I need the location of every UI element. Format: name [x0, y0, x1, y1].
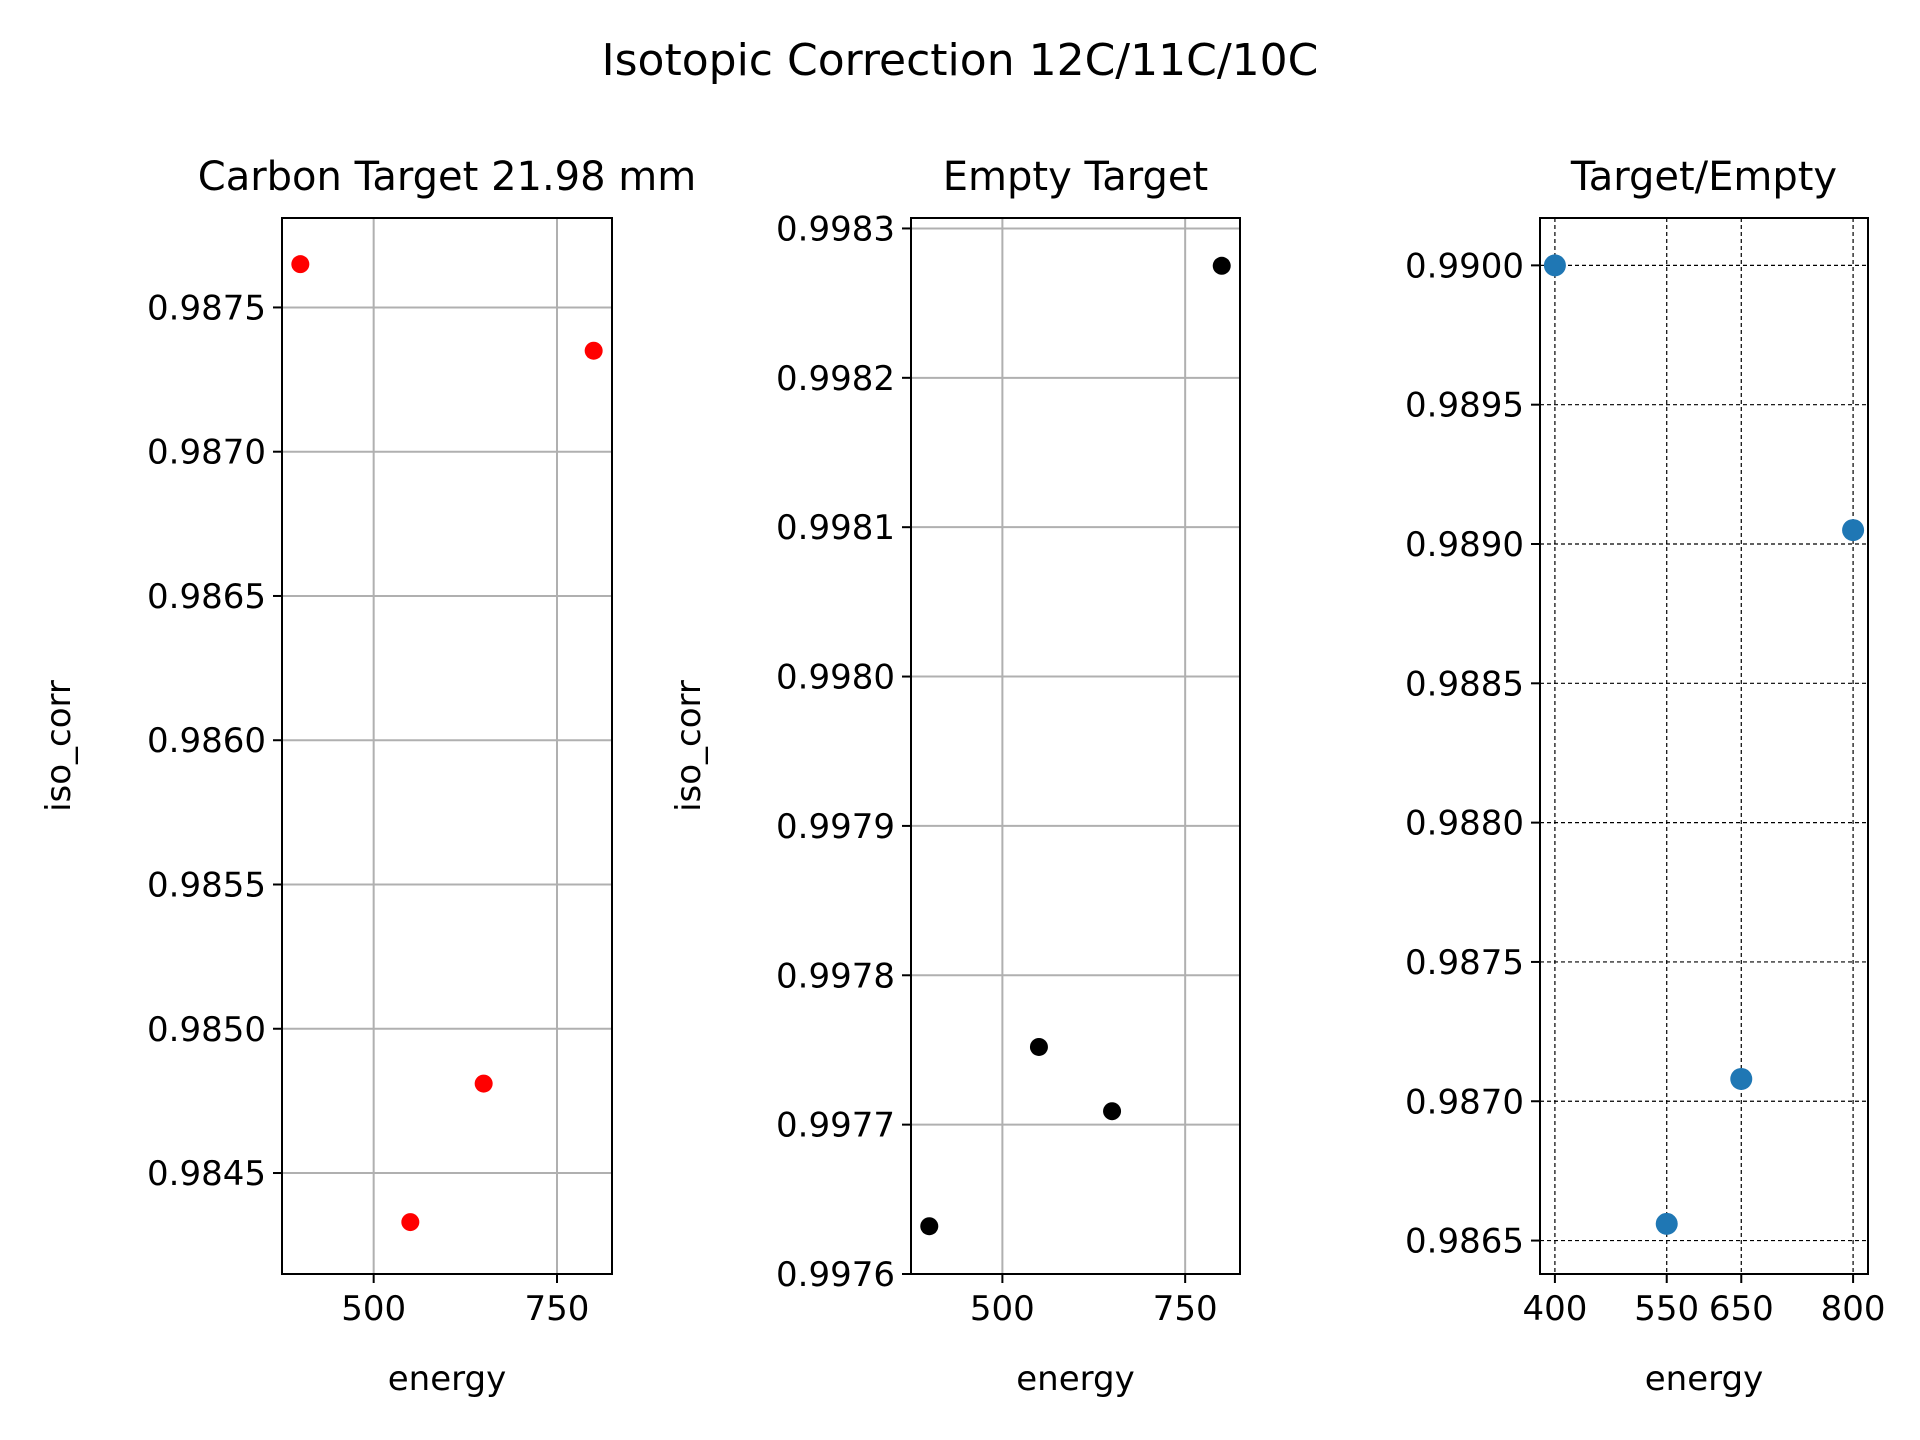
- subplot-2: 500 750 0.9976 0.9977 0.9978 0.9979 0.9980 0.99…: [669, 154, 1241, 1399]
- x-tick-label: 400: [1522, 1289, 1587, 1329]
- y-axis-label: iso_corr: [39, 680, 79, 812]
- y-tick-label: 0.9977: [776, 1106, 895, 1146]
- axes-frame: [910, 217, 1241, 1275]
- data-point: [1730, 1067, 1753, 1090]
- y-tick-label: 0.9981: [776, 508, 895, 548]
- y-tick-label: 0.9855: [147, 865, 266, 905]
- y-tick-label: 0.9860: [147, 721, 266, 761]
- y-tick-label: 0.9890: [1405, 525, 1524, 565]
- x-tick-label: 550: [1634, 1289, 1699, 1329]
- y-tick-label: 0.9870: [147, 433, 266, 473]
- subplot-1: 500 750 0.9845 0.9850 0.9855 0.9860 0.9865 0.98…: [39, 154, 696, 1399]
- y-tick-label: 0.9865: [147, 577, 266, 617]
- data-point: [1212, 256, 1231, 275]
- y-tick-label: 0.9978: [776, 956, 895, 996]
- subplot-title: Target/Empty: [1570, 154, 1837, 200]
- x-axis-label: energy: [388, 1359, 506, 1399]
- subplot-title: Carbon Target 21.98 mm: [198, 154, 696, 200]
- subplot-title: Empty Target: [943, 154, 1208, 200]
- x-axis-label: energy: [1645, 1359, 1763, 1399]
- data-point: [1543, 254, 1566, 277]
- y-tick-label: 0.9845: [147, 1154, 266, 1194]
- data-point: [1029, 1037, 1048, 1056]
- y-tick-label: 0.9880: [1405, 804, 1524, 844]
- axes-frame: [1539, 217, 1869, 1275]
- x-tick-label: 500: [341, 1289, 406, 1329]
- data-point: [1103, 1102, 1122, 1121]
- axes-frame: [281, 217, 613, 1275]
- y-tick-label: 0.9850: [147, 1010, 266, 1050]
- data-point: [291, 255, 310, 274]
- x-tick-label: 500: [970, 1289, 1035, 1329]
- x-tick-label: 800: [1821, 1289, 1886, 1329]
- y-tick-label: 0.9895: [1405, 386, 1524, 426]
- data-point: [474, 1074, 493, 1093]
- x-tick-label: 650: [1709, 1289, 1774, 1329]
- data-point: [1655, 1212, 1678, 1235]
- y-tick-label: 0.9900: [1405, 246, 1524, 286]
- y-tick-label: 0.9870: [1405, 1082, 1524, 1122]
- subplot-3: 400 550 650 800 0.9865 0.9870 0.9875 0.9880 0.98…: [1405, 154, 1886, 1399]
- data-point: [584, 341, 603, 360]
- y-tick-label: 0.9865: [1405, 1222, 1524, 1262]
- data-point: [1842, 519, 1865, 542]
- y-tick-label: 0.9979: [776, 807, 895, 847]
- x-axis-label: energy: [1016, 1359, 1134, 1399]
- x-tick-label: 750: [1153, 1289, 1218, 1329]
- y-tick-label: 0.9885: [1405, 664, 1524, 704]
- data-point: [920, 1217, 939, 1236]
- y-tick-label: 0.9982: [776, 359, 895, 399]
- figure-suptitle: Isotopic Correction 12C/11C/10C: [602, 35, 1319, 86]
- subplots: 500 750 0.9845 0.9850 0.9855 0.9860 0.9865 0.98…: [39, 154, 1886, 1399]
- y-tick-label: 0.9983: [776, 209, 895, 249]
- y-axis-label: iso_corr: [669, 680, 709, 812]
- data-point: [401, 1213, 420, 1232]
- y-tick-label: 0.9875: [1405, 943, 1524, 983]
- x-tick-label: 750: [525, 1289, 590, 1329]
- y-tick-label: 0.9875: [147, 288, 266, 328]
- y-tick-label: 0.9976: [776, 1255, 895, 1295]
- y-tick-label: 0.9980: [776, 658, 895, 698]
